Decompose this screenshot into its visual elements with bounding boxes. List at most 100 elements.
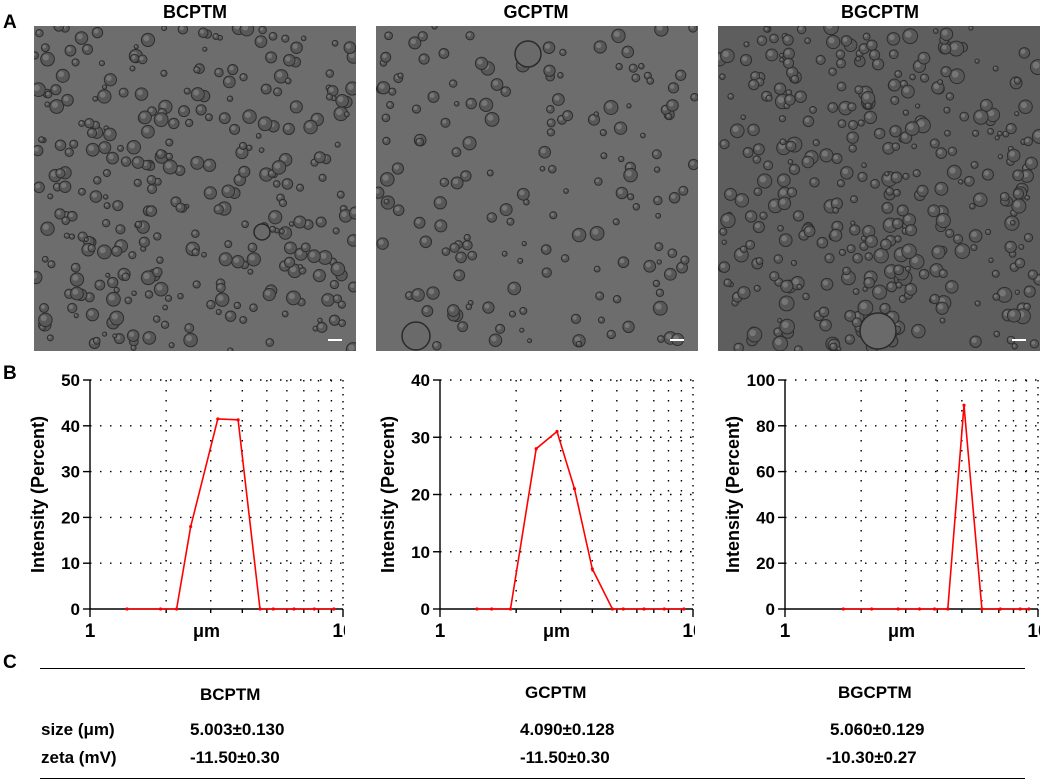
data-point — [642, 607, 646, 611]
micrograph-title-bgcptm: BGCPTM — [841, 2, 919, 22]
y-tick-label: 0 — [71, 600, 80, 619]
size-distribution-chart-bcptm: 0 10 20 30 40 50 1 10 μm Intensity (Percent) — [28, 371, 345, 642]
data-point — [490, 607, 494, 611]
scale-bar-bcptm — [328, 339, 342, 341]
data-point — [662, 607, 666, 611]
data-point — [292, 607, 296, 611]
size-distribution-chart-bgcptm: 0 20 40 60 80 100 1 10 μm Intensity (Percent) — [723, 371, 1040, 642]
x-axis-label: μm — [543, 621, 570, 641]
y-tick-label: 40 — [61, 417, 80, 436]
table-row-label-zeta: zeta (mV) — [41, 748, 117, 767]
y-tick-label: 0 — [421, 600, 430, 619]
y-axis-label: Intensity (Percent) — [28, 416, 48, 573]
panel-label-a: A — [3, 12, 17, 33]
y-tick-label: 60 — [756, 463, 775, 482]
data-point — [475, 607, 479, 611]
data-point — [980, 607, 984, 611]
grid — [440, 380, 693, 609]
data-point — [271, 607, 275, 611]
y-tick-label: 10 — [61, 554, 80, 573]
data-point — [572, 487, 577, 491]
scale-bar-gcptm — [670, 339, 684, 341]
x-tick-label: 10 — [1027, 621, 1040, 642]
data-point — [216, 417, 220, 421]
data-point — [189, 524, 193, 529]
series-line-0 — [127, 418, 334, 610]
table-cell-size-gcptm: 4.090±0.128 — [520, 720, 615, 739]
x-tick-label: 1 — [435, 621, 446, 642]
size-distribution-chart-gcptm: 0 10 20 30 40 1 10 μm Intensity (Percent) — [378, 371, 695, 642]
data-point — [896, 607, 900, 611]
data-point — [590, 567, 594, 571]
droplet-texture — [718, 26, 1040, 351]
droplet-texture — [376, 26, 698, 351]
micrograph-bcptm-image — [34, 26, 356, 351]
micrograph-bcptm — [34, 26, 356, 351]
data-point — [962, 403, 966, 407]
grid — [90, 380, 343, 609]
y-tick-label: 100 — [747, 371, 775, 390]
x-tick-label: 10 — [682, 621, 695, 642]
y-tick-label: 30 — [411, 428, 430, 447]
y-axis-label: Intensity (Percent) — [723, 416, 743, 573]
data-point — [258, 607, 262, 611]
micrograph-gcptm — [376, 26, 698, 351]
micrograph-bgcptm — [718, 26, 1040, 351]
y-tick-label: 80 — [756, 417, 775, 436]
y-tick-label: 50 — [61, 371, 80, 390]
data-point — [332, 607, 336, 611]
table-header-bcptm: BCPTM — [200, 685, 261, 704]
panel-label-b: B — [3, 363, 17, 384]
scale-bar-bgcptm — [1012, 339, 1026, 341]
series-line-0 — [843, 405, 1029, 610]
y-axis-label: Intensity (Percent) — [378, 416, 398, 573]
x-axis-label: μm — [888, 621, 915, 641]
data-point — [932, 607, 937, 611]
data-point — [682, 607, 686, 611]
x-tick-label: 1 — [85, 621, 96, 642]
table-cell-size-bgcptm: 5.060±0.129 — [830, 720, 925, 739]
data-point — [158, 607, 163, 611]
data-point — [841, 607, 845, 611]
y-tick-label: 20 — [61, 508, 80, 527]
data-point — [1018, 607, 1022, 611]
table-top-rule — [40, 668, 1025, 669]
table-header-gcptm: GCPTM — [525, 683, 587, 702]
panel-label-c: C — [3, 652, 17, 673]
micrograph-bgcptm-image — [718, 26, 1040, 351]
data-point — [870, 607, 874, 611]
y-tick-label: 20 — [756, 554, 775, 573]
table-cell-size-bcptm: 5.003±0.130 — [190, 720, 285, 739]
data-point — [946, 607, 950, 611]
y-tick-label: 30 — [61, 463, 80, 482]
y-tick-label: 40 — [411, 371, 430, 390]
x-axis-label: μm — [193, 621, 220, 641]
y-tick-label: 0 — [766, 600, 775, 619]
droplet-texture — [34, 26, 356, 351]
data-point — [312, 607, 316, 611]
series-line-0 — [477, 430, 684, 610]
data-point — [917, 607, 922, 611]
y-tick-label: 40 — [756, 508, 775, 527]
data-point — [236, 418, 240, 422]
data-point — [998, 607, 1002, 611]
data-point — [534, 447, 538, 451]
micrograph-title-bcptm: BCPTM — [163, 2, 227, 22]
table-cell-zeta-bcptm: -11.50±0.30 — [190, 748, 280, 767]
data-point — [125, 607, 129, 611]
x-tick-label: 1 — [780, 621, 791, 642]
grid — [785, 380, 1038, 609]
y-tick-label: 20 — [411, 486, 430, 505]
data-point — [508, 607, 513, 611]
data-point — [621, 607, 625, 611]
data-point — [610, 607, 614, 611]
table-header-bgcptm: BGCPTM — [838, 683, 912, 702]
micrograph-gcptm-image — [376, 26, 698, 351]
table-bottom-rule — [40, 778, 1025, 779]
table-row-label-size: size (μm) — [41, 720, 115, 739]
y-tick-label: 10 — [411, 543, 430, 562]
table-cell-zeta-gcptm: -11.50±0.30 — [520, 748, 610, 767]
micrograph-title-gcptm: GCPTM — [503, 2, 569, 22]
data-point — [175, 607, 179, 611]
data-point — [555, 429, 559, 434]
